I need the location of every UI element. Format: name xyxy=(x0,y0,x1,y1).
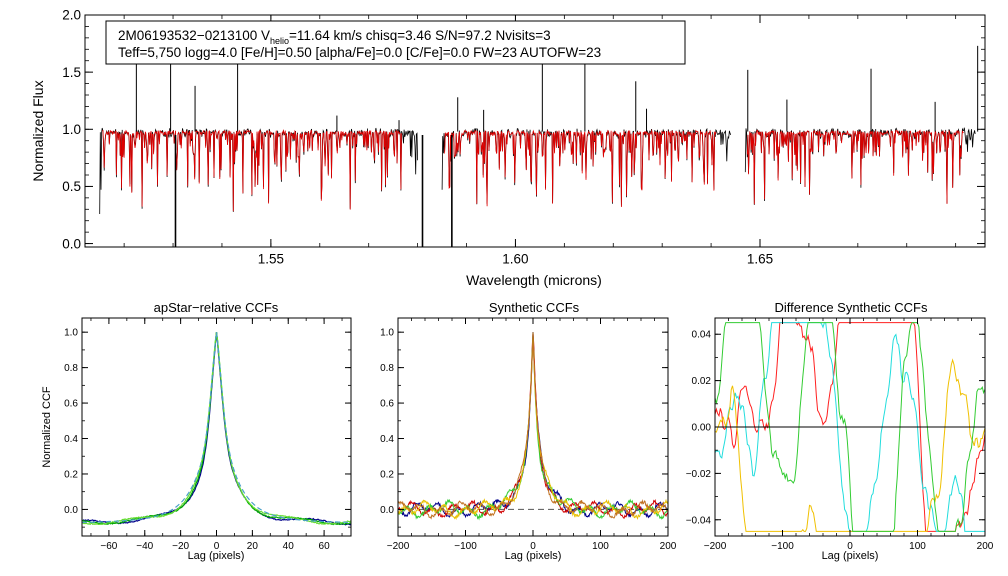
synthetic-ccf-xtick-label: 0 xyxy=(530,541,536,552)
spectrum-xtick-label: 1.65 xyxy=(747,252,773,267)
spectrum-ytick-label: 1.0 xyxy=(62,122,81,137)
apstar-ccf-ytick-label: 0.0 xyxy=(64,505,78,516)
difference-ccf-title: Difference Synthetic CCFs xyxy=(775,300,928,315)
apstar-ccf-frame xyxy=(81,317,352,537)
difference-ccf-series-diff3 xyxy=(714,358,986,532)
synthetic-ccf-ytick-label: 0.4 xyxy=(380,434,394,445)
annotation-line1-tail: =11.64 km/s chisq=3.46 S/N=97.2 Nvisits=… xyxy=(289,28,551,43)
difference-ccf-xtick-label: 0 xyxy=(847,541,853,552)
annotation-line1-subscript: helio xyxy=(270,36,289,46)
model-spectrum-line xyxy=(102,129,402,212)
synthetic-ccf-series-visit4 xyxy=(397,336,669,521)
synthetic-ccf-axes: −200 −100 0 100 200 0.0 0.2 0.4 0.6 0.8 1.0 xyxy=(380,318,677,552)
difference-ccf-ytick-label: −0.02 xyxy=(686,469,712,480)
synthetic-ccf-series-combined xyxy=(397,333,669,520)
synthetic-ccf-xtick-label: −200 xyxy=(387,541,410,552)
spectrum-ytick-label: 1.5 xyxy=(62,65,81,80)
difference-ccf-ytick-label: 0.02 xyxy=(692,376,712,387)
apstar-ccf-series-visit1 xyxy=(81,332,352,526)
spectrum-axes: 1.55 1.60 1.65 0.0 0.5 1.0 1.5 2.0 xyxy=(62,8,985,267)
spectrum-ytick-label: 2.0 xyxy=(62,8,81,23)
synthetic-ccf-series-visit1 xyxy=(397,332,669,519)
spectrum-xlabel: Wavelength (microns) xyxy=(466,272,602,288)
spectrum-annotation-box: 2M06193532−0213100 Vhelio=11.64 km/s chi… xyxy=(105,20,686,65)
synthetic-ccf-panel: Synthetic CCFs −200 −100 0 100 200 0.0 0.2 0.4 0… xyxy=(380,300,677,562)
annotation-frame xyxy=(105,20,686,65)
difference-ccf-plot-area xyxy=(714,321,986,532)
difference-ccf-ytick-label: 0.04 xyxy=(692,330,712,341)
spectrum-plot-area xyxy=(99,45,979,247)
synthetic-ccf-ytick-label: 0.2 xyxy=(380,469,394,480)
synthetic-ccf-ytick-label: 0.0 xyxy=(380,505,394,516)
annotation-line1-head: 2M06193532−0213100 V xyxy=(118,28,270,43)
apstar-ccf-xtick-label: 60 xyxy=(319,541,331,552)
difference-ccf-axes: −200 −100 0 100 200 −0.04 −0.02 0.00 0.02 0.04 xyxy=(686,318,994,552)
apstar-ccf-xtick-label: −20 xyxy=(172,541,189,552)
difference-ccf-ytick-label: −0.04 xyxy=(686,515,712,526)
difference-ccf-xlabel: Lag (pixels) xyxy=(822,550,879,562)
difference-ccf-xtick-label: 100 xyxy=(909,541,926,552)
apstar-ccf-xtick-label: 0 xyxy=(214,541,220,552)
apstar-ccf-ytick-label: 0.8 xyxy=(64,363,78,374)
apstar-ccf-series-visit3 xyxy=(81,332,352,526)
model-spectrum-line xyxy=(444,129,717,208)
difference-ccf-ytick-label: 0.00 xyxy=(692,423,712,434)
apstar-ccf-ytick-label: 0.2 xyxy=(64,469,78,480)
synthetic-ccf-series-visit2 xyxy=(397,332,669,519)
spectrum-xtick-label: 1.60 xyxy=(502,252,528,267)
difference-ccf-series-diff4 xyxy=(714,322,986,532)
synthetic-ccf-xlabel: Lag (pixels) xyxy=(505,550,562,562)
spectrum-ytick-label: 0.5 xyxy=(62,179,81,194)
synthetic-ccf-plot-area xyxy=(397,332,669,521)
synthetic-ccf-xtick-label: 200 xyxy=(660,541,677,552)
apstar-ccf-xtick-label: −40 xyxy=(136,541,153,552)
spectrum-xtick-label: 1.55 xyxy=(258,252,284,267)
apstar-ccf-ytick-label: 0.6 xyxy=(64,399,78,410)
difference-ccf-xtick-label: −100 xyxy=(771,541,794,552)
apstar-ccf-xtick-label: −60 xyxy=(100,541,117,552)
spectrum-ylabel: Normalized Flux xyxy=(30,80,46,181)
apstar-ccf-ylabel: Normalized CCF xyxy=(41,386,53,468)
synthetic-ccf-ytick-label: 0.8 xyxy=(380,363,394,374)
apstar-ccf-ytick-label: 0.4 xyxy=(64,434,78,445)
model-spectrum-line xyxy=(746,129,964,205)
apstar-ccf-series-visit2 xyxy=(81,332,352,526)
synthetic-ccf-title: Synthetic CCFs xyxy=(489,300,580,315)
apstar-ccf-xlabel: Lag (pixels) xyxy=(188,550,245,562)
apstar-ccf-axes: −60 −40 −20 0 20 40 60 0.0 0.2 0.4 0.6 0.8 1.0 xyxy=(64,318,351,552)
difference-ccf-panel: Difference Synthetic CCFs −200 −100 0 100 20… xyxy=(686,300,994,562)
difference-ccf-xtick-label: 200 xyxy=(977,541,994,552)
apstar-ccf-plot-area xyxy=(81,332,352,526)
apstar-ccf-series-combined xyxy=(82,332,351,523)
apstar-ccf-panel: apStar−relative CCFs −60 −40 −20 0 20 40 60 0.0… xyxy=(41,300,352,562)
synthetic-ccf-xtick-label: 100 xyxy=(592,541,609,552)
apstar-ccf-title: apStar−relative CCFs xyxy=(154,300,279,315)
apstar-ccf-ytick-label: 1.0 xyxy=(64,328,78,339)
annotation-line1: 2M06193532−0213100 Vhelio=11.64 km/s chi… xyxy=(118,28,551,46)
difference-ccf-xtick-label: −200 xyxy=(704,541,727,552)
apstar-ccf-xtick-label: 20 xyxy=(247,541,259,552)
synthetic-ccf-ytick-label: 1.0 xyxy=(380,328,394,339)
synthetic-ccf-ytick-label: 0.6 xyxy=(380,399,394,410)
apstar-ccf-xtick-label: 40 xyxy=(283,541,295,552)
synthetic-ccf-xtick-label: −100 xyxy=(454,541,477,552)
spectrum-panel: 1.55 1.60 1.65 0.0 0.5 1.0 1.5 2.0 Wavelength (… xyxy=(30,8,986,288)
annotation-line2: Teff=5,750 logg=4.0 [Fe/H]=0.50 [alpha/F… xyxy=(118,45,601,60)
spectrum-ytick-label: 0.0 xyxy=(62,236,81,251)
synthetic-ccf-series-visit3 xyxy=(397,332,669,521)
spectrum-frame xyxy=(84,14,986,248)
